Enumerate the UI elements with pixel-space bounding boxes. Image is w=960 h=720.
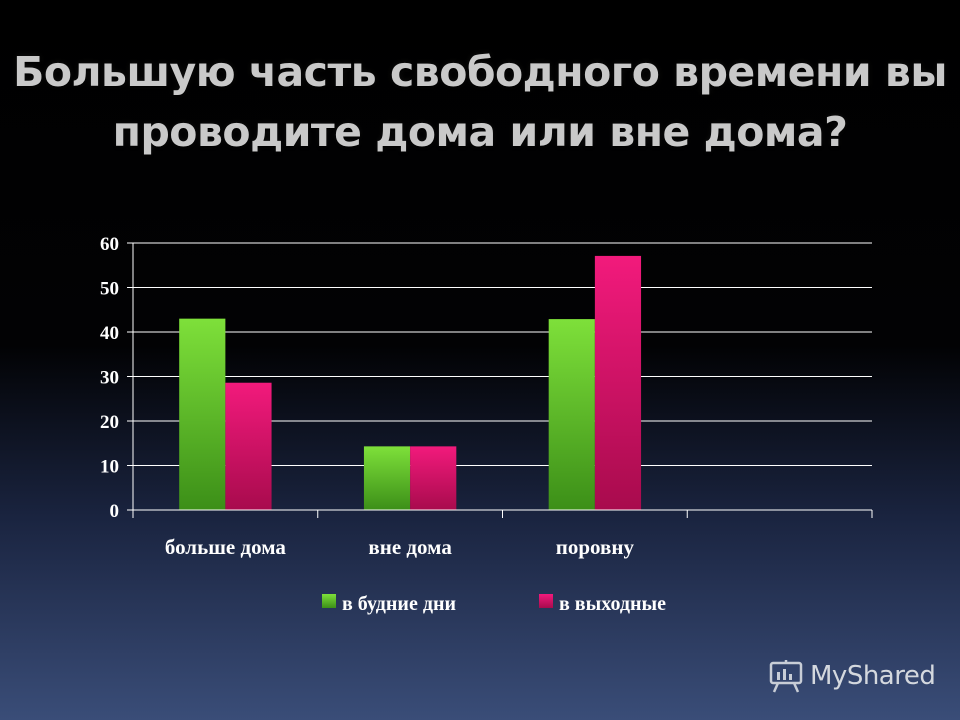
myshared-logo: MyShared: [768, 656, 936, 696]
y-tick-label: 60: [100, 234, 119, 255]
legend-label-weekdays: в будние дни: [342, 593, 456, 615]
bar-weekdays: [548, 319, 595, 510]
bar-weekends: [410, 446, 457, 510]
y-tick-label: 20: [100, 412, 119, 433]
bar-weekends: [594, 255, 642, 510]
presentation-board-icon: [769, 660, 803, 693]
x-category-label: поровну: [556, 535, 635, 559]
bars: [179, 255, 642, 510]
legend-swatch-weekends: [539, 594, 553, 608]
y-tick-label: 50: [100, 279, 119, 300]
legend-label-weekends: в выходные: [559, 593, 666, 615]
y-tick-label: 0: [110, 501, 120, 522]
title-line-1: Большую часть свободного времени вы: [13, 48, 947, 96]
title-line-2: проводите дома или вне дома?: [112, 108, 848, 156]
axis-labels: 0 10 20 30 40 50 60 больше дома вне дома поровну: [100, 234, 634, 559]
y-tick-label: 30: [100, 368, 119, 389]
legend: в будние дни в выходные: [322, 593, 666, 615]
y-tick-label: 40: [100, 323, 119, 344]
bar-weekdays: [179, 318, 226, 510]
bar-weekdays: [363, 446, 411, 510]
y-tick-label: 10: [100, 457, 119, 478]
x-category-label: вне дома: [368, 535, 452, 559]
logo-text: MyShared: [810, 661, 936, 691]
legend-swatch-weekdays: [322, 594, 336, 608]
x-category-label: больше дома: [165, 535, 287, 559]
axes: [127, 242, 873, 518]
slide-title: Большую часть свободного времени вы пров…: [0, 42, 960, 162]
bar-weekends: [225, 382, 272, 510]
